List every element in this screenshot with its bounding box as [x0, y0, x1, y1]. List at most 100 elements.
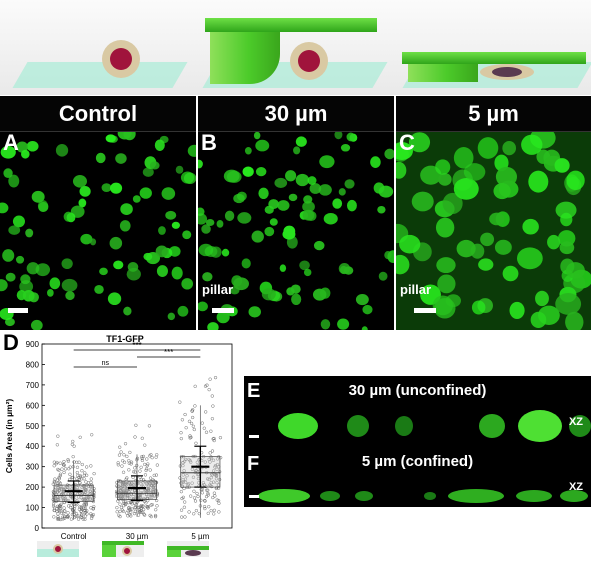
gfp-cell: [411, 191, 434, 212]
panel-30um: 30 µm B pillar: [198, 96, 394, 330]
data-point: [55, 490, 60, 494]
gfp-cell: [361, 326, 368, 330]
data-point: [179, 431, 183, 435]
mini-schema-5um: [167, 541, 209, 557]
data-point: [83, 508, 87, 512]
gfp-cell: [35, 263, 51, 277]
data-point: [116, 463, 120, 467]
gfp-cell: [283, 225, 296, 237]
data-point: [182, 505, 187, 509]
data-point: [78, 505, 82, 509]
data-point: [60, 511, 64, 515]
gfp-cell: [72, 175, 88, 188]
data-point: [133, 435, 137, 439]
gfp-cell: [362, 304, 373, 315]
gfp-cell: [120, 203, 133, 216]
data-point: [193, 499, 198, 503]
data-point: [80, 469, 84, 473]
data-point: [62, 516, 67, 520]
y-tick-label: 0: [35, 524, 40, 533]
y-tick-label: 900: [26, 340, 40, 349]
data-point: [211, 469, 216, 473]
data-point: [214, 477, 219, 481]
data-point: [70, 442, 74, 447]
data-point: [63, 496, 67, 500]
data-point: [78, 481, 82, 485]
data-point: [92, 504, 96, 509]
data-point: [207, 387, 211, 392]
gfp-cell: [264, 205, 274, 214]
y-axis-label: Cells Area (in µm²): [4, 399, 14, 474]
gfp-cell: [302, 201, 315, 213]
data-point: [187, 419, 192, 424]
data-point: [189, 421, 194, 426]
panel-5um: 5 µm C pillar: [396, 96, 591, 330]
data-point: [208, 483, 212, 487]
gfp-cell: [21, 149, 30, 159]
data-point: [187, 510, 191, 514]
data-point: [185, 474, 189, 478]
data-point: [62, 496, 66, 500]
data-point: [57, 468, 61, 472]
x-tick-label: 30 µm: [126, 532, 149, 541]
data-point: [155, 504, 159, 508]
data-point: [153, 515, 158, 519]
y-tick-label: 600: [26, 401, 40, 410]
scale-bar: [249, 435, 259, 438]
data-point: [144, 468, 148, 472]
data-point: [62, 459, 66, 464]
gfp-cell: [165, 210, 177, 220]
data-point: [123, 499, 128, 504]
gfp-cell: [123, 306, 132, 316]
data-point: [86, 481, 91, 485]
data-point: [150, 502, 154, 507]
x-tick-label: Control: [61, 532, 87, 541]
data-point: [209, 456, 213, 461]
data-point: [188, 436, 192, 440]
data-point: [71, 455, 75, 459]
data-point: [202, 504, 207, 509]
gfp-cell: [158, 226, 166, 235]
gfp-cell: [312, 288, 327, 301]
data-point: [204, 410, 208, 414]
data-point: [122, 500, 126, 504]
data-point: [151, 478, 155, 482]
gfp-cell: [530, 311, 547, 329]
gfp-cell: [344, 179, 355, 189]
gfp-cell: [258, 187, 269, 200]
data-point: [56, 497, 60, 501]
data-point: [80, 462, 84, 467]
data-point: [140, 456, 144, 461]
data-point: [89, 477, 93, 481]
y-tick-label: 200: [26, 483, 40, 492]
data-point: [121, 487, 125, 491]
data-point: [205, 488, 209, 492]
x-tick-label: 5 µm: [191, 532, 209, 541]
data-point: [79, 507, 84, 511]
data-point: [183, 480, 188, 485]
gfp-cell: [216, 219, 224, 228]
gfp-cell: [99, 267, 108, 276]
data-point: [148, 468, 152, 472]
gfp-cell: [22, 289, 35, 302]
data-point: [195, 460, 199, 464]
gfp-cell: [142, 167, 154, 177]
schematic-strip: [0, 0, 591, 95]
gfp-cell: [78, 198, 87, 208]
gfp-cell: [307, 176, 317, 185]
data-point: [83, 506, 87, 511]
xz-cell: [516, 490, 552, 502]
data-point: [212, 436, 216, 441]
gfp-cell: [175, 165, 184, 174]
data-point: [212, 508, 217, 512]
gfp-cell: [396, 254, 410, 275]
data-point: [179, 436, 183, 441]
gfp-cell: [471, 300, 486, 315]
data-point: [82, 473, 86, 477]
gfp-cell: [12, 215, 25, 228]
data-point: [206, 511, 210, 516]
data-point: [115, 484, 119, 488]
y-tick-label: 700: [26, 381, 40, 390]
gfp-cell: [279, 264, 287, 272]
gfp-cell: [495, 166, 518, 187]
